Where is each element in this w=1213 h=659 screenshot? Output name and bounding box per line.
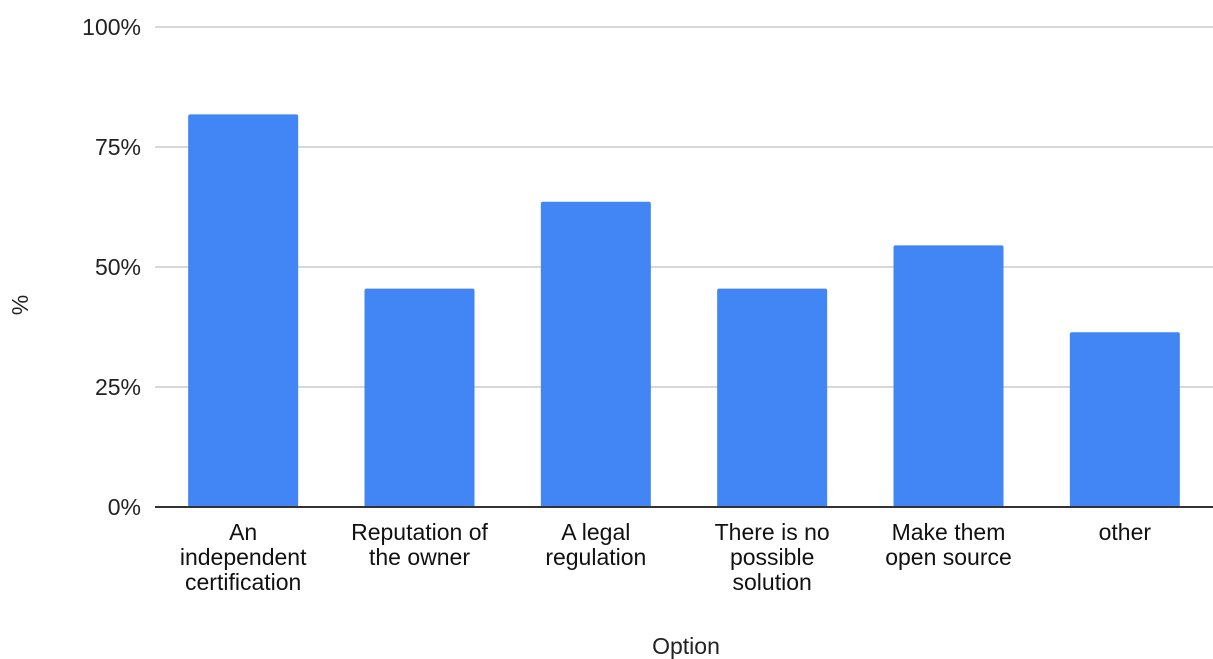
y-tick-label: 50% bbox=[95, 254, 141, 280]
x-axis-title: Option bbox=[652, 633, 720, 659]
y-tick-label: 100% bbox=[82, 14, 141, 40]
x-category-label: Reputation of the owner bbox=[351, 519, 488, 570]
y-tick-label: 75% bbox=[95, 134, 141, 160]
y-axis-ticks: 0% 25% 50% 75% 100% bbox=[82, 14, 141, 520]
bar bbox=[1069, 332, 1180, 507]
bar bbox=[717, 288, 828, 507]
x-category-label: A legal regulation bbox=[545, 519, 646, 570]
y-axis-title: % bbox=[7, 295, 33, 315]
bars bbox=[188, 114, 1180, 508]
x-category-label: other bbox=[1099, 519, 1152, 545]
x-axis-categories: An independent certification Reputation of t… bbox=[180, 519, 1152, 595]
x-category-label: There is no possible solution bbox=[715, 519, 830, 595]
x-category-label: An independent certification bbox=[180, 519, 307, 595]
bar bbox=[364, 288, 475, 507]
y-tick-label: 25% bbox=[95, 374, 141, 400]
bar bbox=[540, 201, 651, 507]
bar bbox=[188, 114, 299, 508]
y-tick-label: 0% bbox=[108, 494, 141, 520]
gridlines bbox=[155, 26, 1213, 388]
bar bbox=[893, 245, 1004, 507]
x-category-label: Make them open source bbox=[885, 519, 1012, 570]
